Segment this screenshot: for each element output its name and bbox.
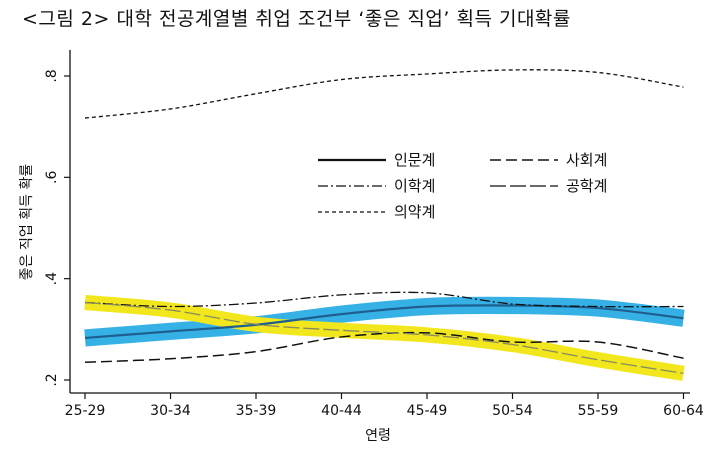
legend-label-사회계: 사회계 [566,151,607,169]
legend-label-이학계: 이학계 [394,177,435,195]
series-line-인문계 [84,304,684,340]
series-line-공학계 [84,301,684,375]
legend-label-공학계: 공학계 [566,177,607,195]
legend-label-인문계: 인문계 [394,151,435,169]
confidence-bands [84,294,685,381]
x-tick-label: 55-59 [578,403,619,419]
x-tick-label: 50-54 [492,403,533,419]
series-lines [84,69,684,375]
y-tick-label: .2 [44,373,60,386]
x-axis-title: 연령 [365,428,391,444]
series-line-이학계 [84,291,684,308]
x-tick-label: 45-49 [407,403,448,419]
series-line-사회계 [84,331,684,364]
axes: .2 .4 .6 .8 25-29 30-34 35-39 40-44 45-49 50-54 55… [19,50,704,444]
x-tick-label: 25-29 [65,403,106,419]
y-tick-label: .8 [44,69,60,82]
x-tick-label: 40-44 [321,403,362,419]
legend-label-의약계: 의약계 [394,203,435,221]
x-tick-label: 30-34 [150,403,191,419]
x-tick-label: 60-64 [663,403,704,419]
figure-title: <그림 2> 대학 전공계열별 취업 조건부 ‘좋은 직업’ 획득 기대확률 [22,8,571,30]
y-tick-label: .4 [44,272,60,285]
y-tick-label: .6 [44,171,60,184]
y-axis-title: 좋은 직업 획득 확률 [19,164,35,281]
x-tick-label: 35-39 [236,403,277,419]
series-line-의약계 [84,69,684,119]
